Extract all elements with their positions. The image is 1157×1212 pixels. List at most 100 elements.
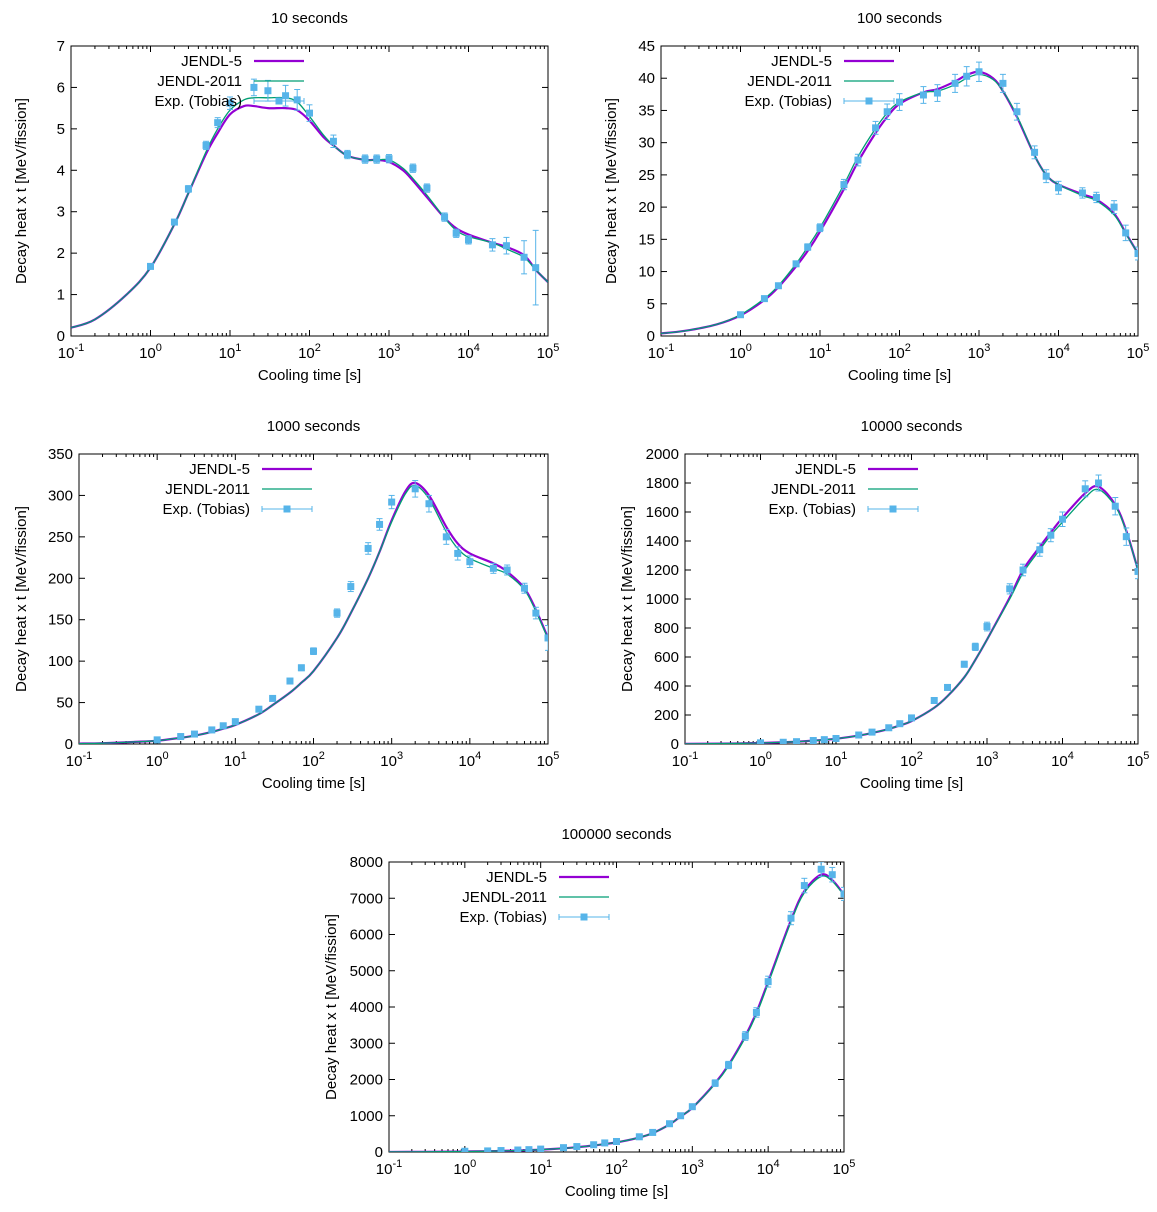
x-tick-label: 104	[1051, 750, 1074, 770]
data-marker	[951, 79, 959, 87]
exp-data-point	[423, 183, 431, 193]
data-marker	[231, 718, 239, 726]
exp-data-point	[1081, 480, 1089, 498]
y-tick-label: 50	[56, 695, 73, 712]
exp-data-point	[388, 494, 396, 510]
plot-frame	[388, 861, 845, 1153]
data-marker	[461, 1147, 469, 1152]
exp-data-point	[532, 606, 540, 620]
data-marker	[649, 1128, 657, 1136]
exp-data-point	[1059, 511, 1066, 527]
data-marker	[800, 882, 808, 890]
exp-data-point	[409, 163, 417, 173]
y-tick-label: 1800	[646, 475, 679, 492]
exp-data-point	[963, 66, 971, 87]
y-tick-label: 1	[57, 287, 65, 304]
y-tick-label: 35	[638, 102, 655, 119]
exp-data-point	[250, 78, 258, 97]
exp-data-point	[1047, 528, 1055, 543]
y-tick-label: 0	[57, 328, 65, 345]
exp-data-point	[488, 238, 496, 252]
data-marker	[297, 664, 305, 672]
exp-data-point	[333, 608, 341, 618]
data-marker	[1055, 184, 1062, 192]
data-marker	[219, 722, 227, 730]
x-tick-label: 103	[968, 342, 991, 362]
data-marker	[1047, 531, 1055, 539]
y-tick-label: 400	[654, 678, 679, 695]
exp-data-point	[293, 89, 301, 111]
data-marker	[725, 1061, 733, 1069]
y-axis-label: Decay heat x t [MeV/fission]	[619, 506, 636, 692]
exp-data-point	[525, 1146, 533, 1152]
data-marker	[497, 1147, 505, 1152]
exp-data-point	[601, 1139, 609, 1147]
exp-data-point	[999, 73, 1007, 93]
legend-sample-marker	[889, 505, 897, 513]
series-line-jendl-2011	[389, 875, 844, 1152]
exp-data-point	[466, 555, 474, 569]
data-marker	[214, 119, 222, 127]
data-marker	[896, 98, 903, 106]
data-marker	[975, 68, 983, 76]
data-marker	[944, 683, 952, 691]
y-tick-label: 3	[57, 204, 65, 221]
data-marker	[520, 253, 528, 261]
y-tick-label: 0	[65, 736, 73, 753]
data-marker	[361, 155, 369, 163]
exp-data-point	[779, 738, 787, 744]
data-marker	[286, 677, 294, 685]
exp-data-point	[461, 1147, 469, 1152]
data-marker	[525, 1146, 533, 1152]
data-marker	[573, 1143, 581, 1151]
exp-data-point	[503, 564, 511, 576]
exp-data-point	[282, 84, 290, 107]
data-marker	[269, 694, 277, 702]
x-tick-label: 100	[729, 342, 752, 362]
data-marker	[840, 890, 844, 898]
legend-label: Exp. (Tobias)	[768, 501, 856, 518]
exp-data-point	[1055, 180, 1062, 195]
data-marker	[282, 92, 290, 100]
x-tick-label: 103	[380, 750, 403, 770]
exp-data-point	[376, 518, 384, 531]
data-marker	[503, 566, 511, 574]
exp-data-point	[1013, 102, 1021, 121]
y-tick-label: 3000	[350, 1035, 383, 1052]
exp-data-point	[153, 736, 161, 744]
exp-data-point	[502, 236, 510, 255]
exp-data-point	[286, 677, 294, 685]
data-marker	[306, 109, 313, 117]
data-marker	[590, 1141, 598, 1149]
exp-data-point	[971, 642, 979, 651]
legend-label: JENDL-2011	[771, 481, 856, 498]
y-tick-label: 5	[647, 296, 655, 313]
y-tick-label: 1000	[350, 1108, 383, 1125]
legend-label: JENDL-5	[486, 869, 547, 886]
data-marker	[1095, 479, 1103, 487]
exp-data-point	[737, 311, 744, 319]
exp-data-point	[1134, 563, 1138, 580]
x-tick-label: 103	[378, 342, 401, 362]
data-marker	[544, 634, 548, 642]
data-marker	[441, 213, 449, 221]
exp-data-point	[219, 722, 227, 730]
y-axis-label: Decay heat x t [MeV/fission]	[603, 98, 620, 284]
y-tick-label: 800	[654, 620, 679, 637]
exp-data-point	[757, 739, 764, 744]
series-line-jendl-5	[661, 70, 1138, 335]
data-marker	[532, 609, 540, 617]
x-tick-label: 104	[1047, 342, 1070, 362]
data-marker	[1019, 566, 1027, 574]
exp-data-point	[226, 96, 234, 110]
data-marker	[613, 1137, 620, 1145]
data-marker	[1111, 502, 1119, 510]
data-marker	[999, 79, 1007, 87]
y-tick-label: 6000	[350, 927, 383, 944]
series-line-jendl-5	[71, 104, 548, 329]
legend: JENDL-5 JENDL-2011 Exp. (Tobias)	[744, 53, 895, 110]
exp-data-point	[373, 154, 381, 164]
data-marker	[963, 72, 971, 80]
data-marker	[832, 734, 840, 742]
legend-label: JENDL-2011	[157, 73, 242, 90]
